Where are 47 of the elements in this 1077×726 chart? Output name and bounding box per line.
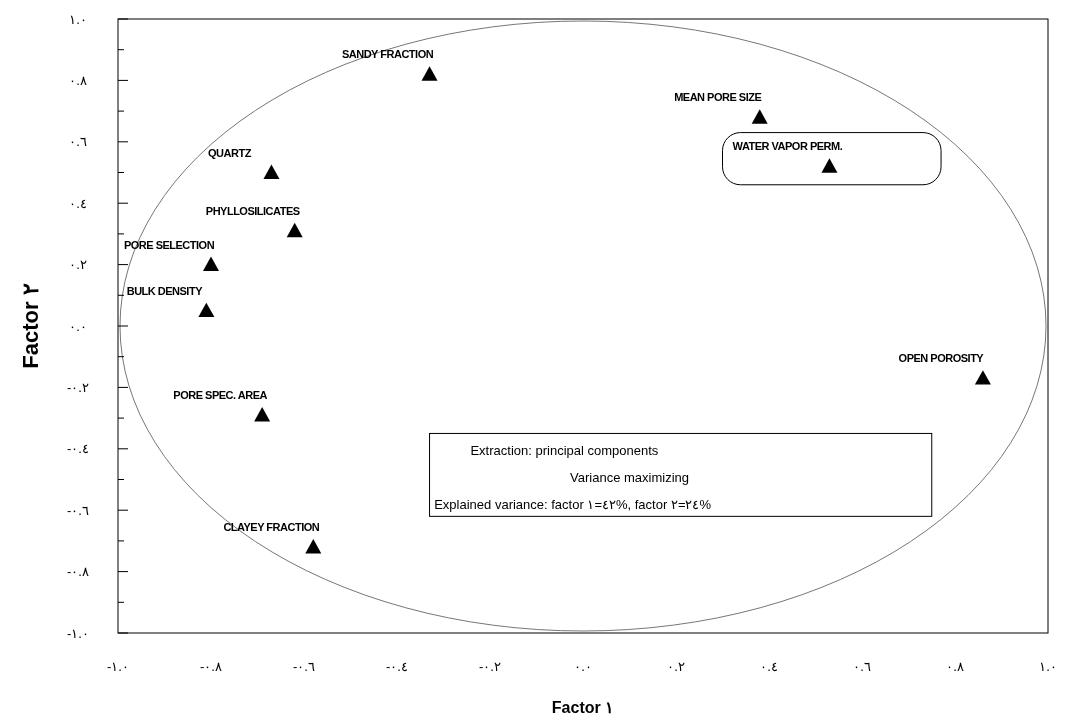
- x-tick-label: ١.٠: [1039, 659, 1057, 674]
- y-tick-label: -٠.٤: [67, 441, 89, 457]
- y-tick-label: -٠.٨: [67, 564, 89, 580]
- y-tick-label: ٠.٢: [69, 257, 87, 273]
- annotation: CLAYEY FRACTION: [223, 521, 320, 534]
- annotation: MEAN PORE SIZE: [674, 91, 762, 104]
- y-tick-label: ٠.٤: [69, 195, 87, 211]
- point: [254, 407, 271, 422]
- y-tick-label: -٠.٦: [67, 502, 89, 518]
- annotation: Explained variance: factor ١=٤٢%, factor ٢=٢٤%: [434, 497, 712, 513]
- point: [305, 539, 322, 554]
- point: [286, 222, 303, 238]
- annotation: QUARTZ: [208, 146, 252, 159]
- annotation: OPEN POROSITY: [898, 352, 985, 365]
- y-tick-label: ٠.٦: [69, 134, 87, 150]
- annotation: BULK DENSITY: [126, 284, 204, 297]
- x-tick-label: -١.٠: [107, 659, 129, 674]
- x-tick-label: ٠.٤: [760, 659, 778, 674]
- x-tick-label: -٠.٨: [200, 659, 222, 674]
- annotation: SANDY FRACTION: [341, 48, 434, 61]
- y-tick-label: ١.٠: [69, 11, 87, 27]
- annotation: Variance maximizing: [570, 470, 689, 486]
- y-axis-title: Factor ٢: [18, 283, 43, 369]
- point: [751, 109, 768, 124]
- y-tick-label: -٠.٢: [67, 379, 89, 395]
- point: [821, 158, 838, 173]
- x-tick-label: -٠.٢: [479, 659, 501, 674]
- point: [203, 256, 219, 271]
- point: [421, 66, 438, 81]
- point: [263, 164, 280, 179]
- x-tick-label: ٠.٦: [853, 659, 871, 674]
- x-tick-label: ٠.٢: [667, 659, 685, 674]
- annotation: Extraction: principal components: [470, 443, 659, 459]
- x-tick-label: ٠.٨: [946, 659, 964, 674]
- annotation: PORE SELECTION: [123, 238, 215, 251]
- y-tick-label: -١.٠: [67, 625, 89, 641]
- point: [974, 370, 991, 385]
- y-tick-label: ٠.٠: [69, 318, 87, 334]
- annotation: PHYLLOSILICATES: [205, 204, 300, 217]
- x-axis-title: Factor ١: [551, 699, 615, 716]
- annotation: PORE SPEC. AREA: [173, 389, 268, 402]
- point: [198, 302, 215, 318]
- annotation: WATER VAPOR PERM.: [732, 140, 843, 153]
- x-tick-label: -٠.٤: [386, 659, 408, 674]
- y-tick-label: ٠.٨: [69, 72, 87, 88]
- x-tick-label: ٠.٠: [574, 659, 592, 674]
- x-tick-label: -٠.٦: [293, 659, 315, 674]
